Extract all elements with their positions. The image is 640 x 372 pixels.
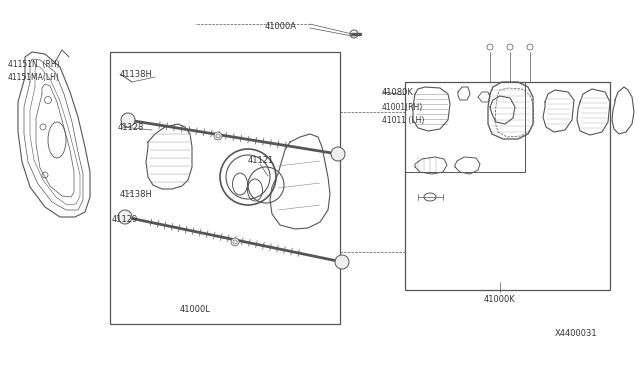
Text: 41080K: 41080K: [382, 87, 414, 96]
Bar: [405, 82, 610, 290]
Text: 41151MA(LH): 41151MA(LH): [8, 73, 60, 81]
Text: X4400031: X4400031: [555, 330, 598, 339]
Text: 41000A: 41000A: [265, 22, 297, 31]
Circle shape: [118, 210, 132, 224]
Text: 41121: 41121: [248, 155, 275, 164]
Text: 41000K: 41000K: [484, 295, 516, 305]
Text: 41151N  (RH): 41151N (RH): [8, 60, 60, 68]
Text: 41138H: 41138H: [120, 189, 153, 199]
Text: 41001(RH): 41001(RH): [382, 103, 423, 112]
Bar: [405, 82, 525, 172]
Circle shape: [331, 147, 345, 161]
Text: 41129: 41129: [112, 215, 138, 224]
Text: 41011 (LH): 41011 (LH): [382, 115, 424, 125]
Circle shape: [335, 255, 349, 269]
Circle shape: [214, 132, 222, 140]
Text: 41128: 41128: [118, 122, 145, 131]
Text: 41138H: 41138H: [120, 70, 153, 78]
Circle shape: [231, 238, 239, 246]
Circle shape: [121, 113, 135, 127]
Text: 41000L: 41000L: [180, 305, 211, 314]
Bar: [110, 52, 340, 324]
